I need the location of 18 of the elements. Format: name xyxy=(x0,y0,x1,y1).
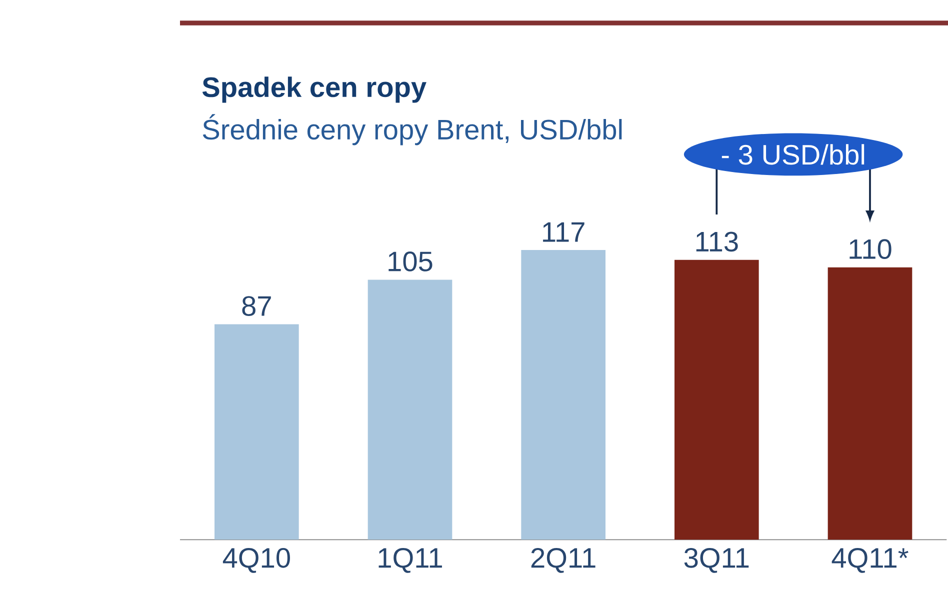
x-tick-label: 2Q11 xyxy=(531,548,596,573)
bar xyxy=(674,260,759,540)
bar xyxy=(368,280,452,540)
x-tick-label: 1Q11 xyxy=(378,548,442,573)
data-label: 87 xyxy=(242,296,271,316)
bar xyxy=(828,267,912,540)
data-label: 117 xyxy=(543,222,584,242)
data-label: 110 xyxy=(850,239,892,260)
data-label: 105 xyxy=(388,252,432,272)
bar xyxy=(521,250,606,540)
data-label: 113 xyxy=(696,232,738,252)
bar xyxy=(214,324,299,540)
x-tick-label: 3Q11 xyxy=(684,548,749,573)
chart-subtitle: Średnie ceny ropy Brent, USD/bbl xyxy=(202,114,622,146)
chart-title: Spadek cen ropy xyxy=(202,76,426,103)
x-tick-label: 4Q11* xyxy=(832,548,908,573)
x-tick-label: 4Q10 xyxy=(222,548,290,573)
text: - 3 USD/bbl xyxy=(722,144,864,165)
